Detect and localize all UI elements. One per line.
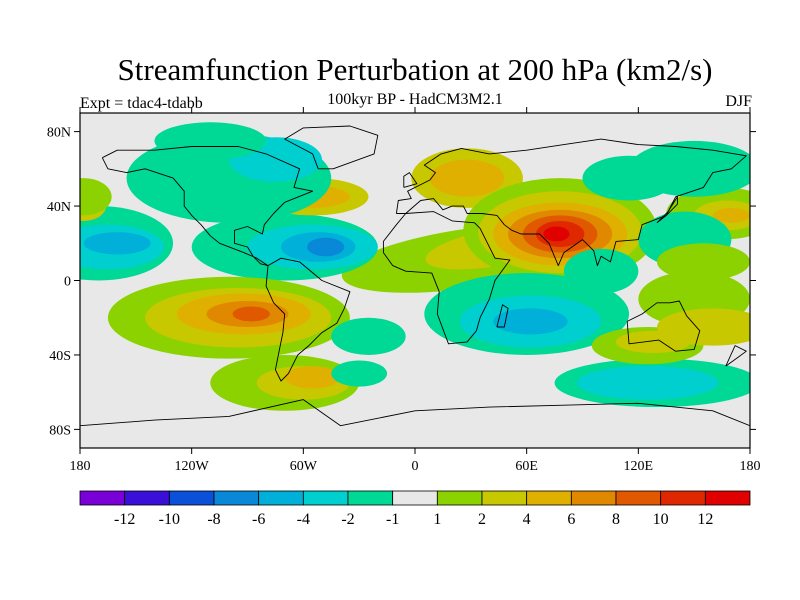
contour-region <box>656 308 750 346</box>
experiment-label: Expt = tdac4-tdabb <box>80 95 203 112</box>
coastline <box>80 399 750 427</box>
coastline <box>403 172 418 188</box>
coastline <box>656 196 678 224</box>
coastline <box>101 146 314 267</box>
colorbar-label: 4 <box>523 511 531 528</box>
plot-subtitle: 100kyr BP - HadCM3M2.1 <box>327 91 502 108</box>
contour-region <box>656 243 750 281</box>
lon-tick-label: 120W <box>175 459 210 474</box>
plot-title: Streamfunction Perturbation at 200 hPa (… <box>118 52 713 87</box>
lat-tick-label: 0 <box>64 275 71 290</box>
contour-region <box>429 159 505 197</box>
lat-tick-label: 40N <box>47 200 71 215</box>
season-label: DJF <box>725 93 752 110</box>
colorbar-swatch <box>258 490 304 506</box>
coastline <box>626 300 701 352</box>
coastline <box>725 345 747 367</box>
colorbar-swatch <box>704 490 751 506</box>
colorbar-label: 2 <box>478 511 486 528</box>
lon-tick-label: 60E <box>515 459 538 474</box>
coastline <box>382 211 511 345</box>
contour-region <box>307 237 345 257</box>
contour-region <box>563 248 639 294</box>
contour-region <box>331 360 388 387</box>
lon-tick-label: 180 <box>740 459 761 474</box>
colorbar-label: -10 <box>159 511 180 528</box>
colorbar-swatch <box>168 490 215 506</box>
colorbar-swatch <box>660 490 706 506</box>
lon-tick-label: 60W <box>290 459 318 474</box>
colorbar-label: -8 <box>207 511 220 528</box>
lon-tick-label: 180 <box>70 459 91 474</box>
contour-region <box>493 308 568 335</box>
contour-region <box>154 122 267 160</box>
coastline <box>284 125 379 170</box>
colorbar-label: -12 <box>114 511 135 528</box>
colorbar-label: 10 <box>653 511 669 528</box>
colorbar-swatch <box>392 490 438 506</box>
coastline-layer <box>80 125 750 427</box>
coastline <box>265 257 351 382</box>
lat-tick-label: 80S <box>49 423 71 438</box>
contour-fill-layer <box>80 122 750 411</box>
colorbar-swatch <box>526 490 572 506</box>
colorbar-swatch <box>124 490 170 506</box>
contour-region <box>331 317 406 355</box>
contour-region <box>576 366 719 400</box>
colorbar-swatch <box>481 490 528 506</box>
colorbar-swatch <box>347 490 394 506</box>
lon-tick-label: 0 <box>412 459 419 474</box>
contour-region <box>232 306 270 322</box>
coastline <box>496 304 509 328</box>
lat-tick-label: 40S <box>49 349 71 364</box>
colorbar-swatch <box>79 490 126 506</box>
coastline <box>395 138 747 267</box>
colorbar-label: 1 <box>433 511 441 528</box>
plot-area <box>80 113 750 448</box>
contour-region <box>582 155 676 201</box>
colorbar-label: 8 <box>612 511 620 528</box>
colorbar-swatch <box>302 490 349 506</box>
lat-tick-label: 80N <box>47 126 71 141</box>
colorbar-label: -1 <box>386 511 399 528</box>
contour-region <box>83 232 151 255</box>
colorbar-label: 6 <box>567 511 575 528</box>
colorbar-swatch <box>213 490 260 506</box>
contour-region <box>712 207 750 223</box>
contour-region <box>80 178 112 216</box>
contour-region <box>284 366 341 389</box>
colorbar-label: 12 <box>697 511 713 528</box>
contour-region <box>543 226 570 242</box>
colorbar-label: -6 <box>252 511 265 528</box>
colorbar-swatch <box>570 490 617 506</box>
lon-tick-label: 120E <box>624 459 654 474</box>
colorbar-label: -2 <box>341 511 354 528</box>
colorbar: -12 -10 -8 -6 -4 -2 -1 1 2 4 6 8 10 12 <box>79 490 751 528</box>
colorbar-swatch <box>436 490 483 506</box>
axis-ticks: 80N 40N 0 40S 80S 180 120W 60W 0 60E 120E 180 <box>47 107 761 474</box>
colorbar-swatch <box>615 490 662 506</box>
colorbar-label: -4 <box>297 511 310 528</box>
